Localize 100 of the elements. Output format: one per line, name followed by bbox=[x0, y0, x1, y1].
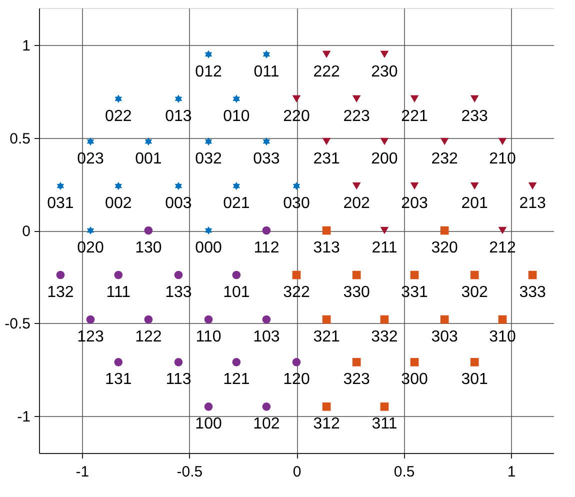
point bbox=[292, 270, 301, 280]
point bbox=[322, 50, 331, 58]
annotation: 003 bbox=[165, 195, 192, 212]
point bbox=[174, 358, 183, 366]
point bbox=[440, 226, 449, 235]
annotation: 101 bbox=[223, 284, 250, 301]
annotation: 233 bbox=[461, 108, 488, 125]
point bbox=[470, 270, 479, 280]
annotation: 131 bbox=[105, 371, 132, 388]
point bbox=[262, 402, 271, 411]
annotation: 313 bbox=[313, 240, 340, 256]
x-tick-label: -0.5 bbox=[176, 464, 203, 480]
point bbox=[352, 95, 361, 102]
point bbox=[114, 270, 123, 280]
point bbox=[262, 315, 271, 324]
point bbox=[86, 315, 95, 324]
point bbox=[498, 315, 507, 324]
annotation: 331 bbox=[401, 284, 428, 301]
point bbox=[528, 270, 537, 280]
annotation: 211 bbox=[372, 240, 398, 256]
annotation: 030 bbox=[283, 195, 310, 212]
annotation: 023 bbox=[77, 150, 104, 168]
annotation: 020 bbox=[77, 240, 104, 256]
annotation: 102 bbox=[253, 416, 280, 433]
point bbox=[322, 138, 331, 146]
annotation: 112 bbox=[254, 240, 280, 256]
annotation: 301 bbox=[461, 371, 488, 388]
point bbox=[322, 226, 331, 235]
annotation: 323 bbox=[343, 371, 370, 388]
point bbox=[498, 138, 507, 146]
annotation: 303 bbox=[431, 328, 458, 346]
point bbox=[292, 95, 301, 102]
annotation: 232 bbox=[431, 150, 458, 168]
point bbox=[380, 315, 389, 324]
annotation: 200 bbox=[371, 150, 398, 168]
annotation: 132 bbox=[47, 284, 74, 301]
x-tick-label: 0.5 bbox=[394, 464, 415, 480]
annotation: 133 bbox=[165, 284, 192, 301]
point bbox=[56, 270, 65, 280]
annotation: 322 bbox=[283, 284, 310, 301]
y-tick-label: 1 bbox=[22, 38, 30, 55]
point bbox=[322, 402, 331, 411]
annotation: 110 bbox=[196, 328, 222, 346]
point bbox=[144, 226, 153, 235]
point bbox=[352, 270, 361, 280]
point bbox=[410, 182, 419, 190]
y-tick-label: -1 bbox=[17, 408, 30, 426]
x-tick-label: -1 bbox=[76, 464, 90, 480]
annotation: 210 bbox=[489, 150, 516, 168]
annotation: 330 bbox=[343, 284, 370, 301]
annotation: 033 bbox=[253, 150, 280, 168]
annotation: 230 bbox=[371, 63, 398, 80]
y-tick-label: -0.5 bbox=[4, 316, 30, 333]
annotation: 022 bbox=[105, 108, 132, 125]
y-tick-label: 0 bbox=[22, 223, 30, 240]
point bbox=[380, 402, 389, 411]
annotation: 021 bbox=[223, 195, 250, 212]
point bbox=[380, 138, 389, 146]
point bbox=[352, 182, 361, 190]
annotation: 320 bbox=[431, 240, 458, 256]
x-tick-label: 1 bbox=[507, 464, 516, 480]
annotation: 111 bbox=[106, 284, 131, 301]
y-tick-label: 0.5 bbox=[10, 130, 30, 148]
point bbox=[470, 358, 479, 366]
point bbox=[144, 315, 153, 324]
point bbox=[204, 315, 213, 324]
annotation: 031 bbox=[47, 195, 74, 212]
annotation: 302 bbox=[461, 284, 488, 301]
annotation: 300 bbox=[401, 371, 428, 388]
point bbox=[410, 95, 419, 102]
annotation: 202 bbox=[343, 195, 370, 212]
annotation: 121 bbox=[223, 371, 250, 388]
annotation: 212 bbox=[489, 240, 516, 256]
annotation: 130 bbox=[135, 240, 162, 256]
annotation: 223 bbox=[343, 108, 370, 125]
point bbox=[470, 95, 479, 102]
point bbox=[352, 358, 361, 366]
point bbox=[410, 270, 419, 280]
annotation: 113 bbox=[166, 371, 192, 388]
point bbox=[528, 182, 537, 190]
annotation: 103 bbox=[253, 328, 280, 346]
annotation: 120 bbox=[283, 371, 310, 388]
annotation: 201 bbox=[461, 195, 488, 212]
annotation: 321 bbox=[313, 328, 340, 346]
annotation: 221 bbox=[401, 108, 428, 125]
point bbox=[322, 315, 331, 324]
annotation: 123 bbox=[77, 328, 104, 346]
annotation: 002 bbox=[105, 195, 132, 212]
annotation: 310 bbox=[489, 328, 516, 346]
annotation: 312 bbox=[313, 416, 340, 433]
annotation: 222 bbox=[313, 63, 340, 80]
point bbox=[232, 358, 241, 366]
annotation: 213 bbox=[519, 195, 546, 212]
point bbox=[114, 358, 123, 366]
point bbox=[292, 358, 301, 366]
annotation: 001 bbox=[135, 150, 162, 168]
point bbox=[204, 402, 213, 411]
annotation: 011 bbox=[254, 63, 280, 80]
point bbox=[440, 315, 449, 324]
point bbox=[440, 138, 449, 146]
